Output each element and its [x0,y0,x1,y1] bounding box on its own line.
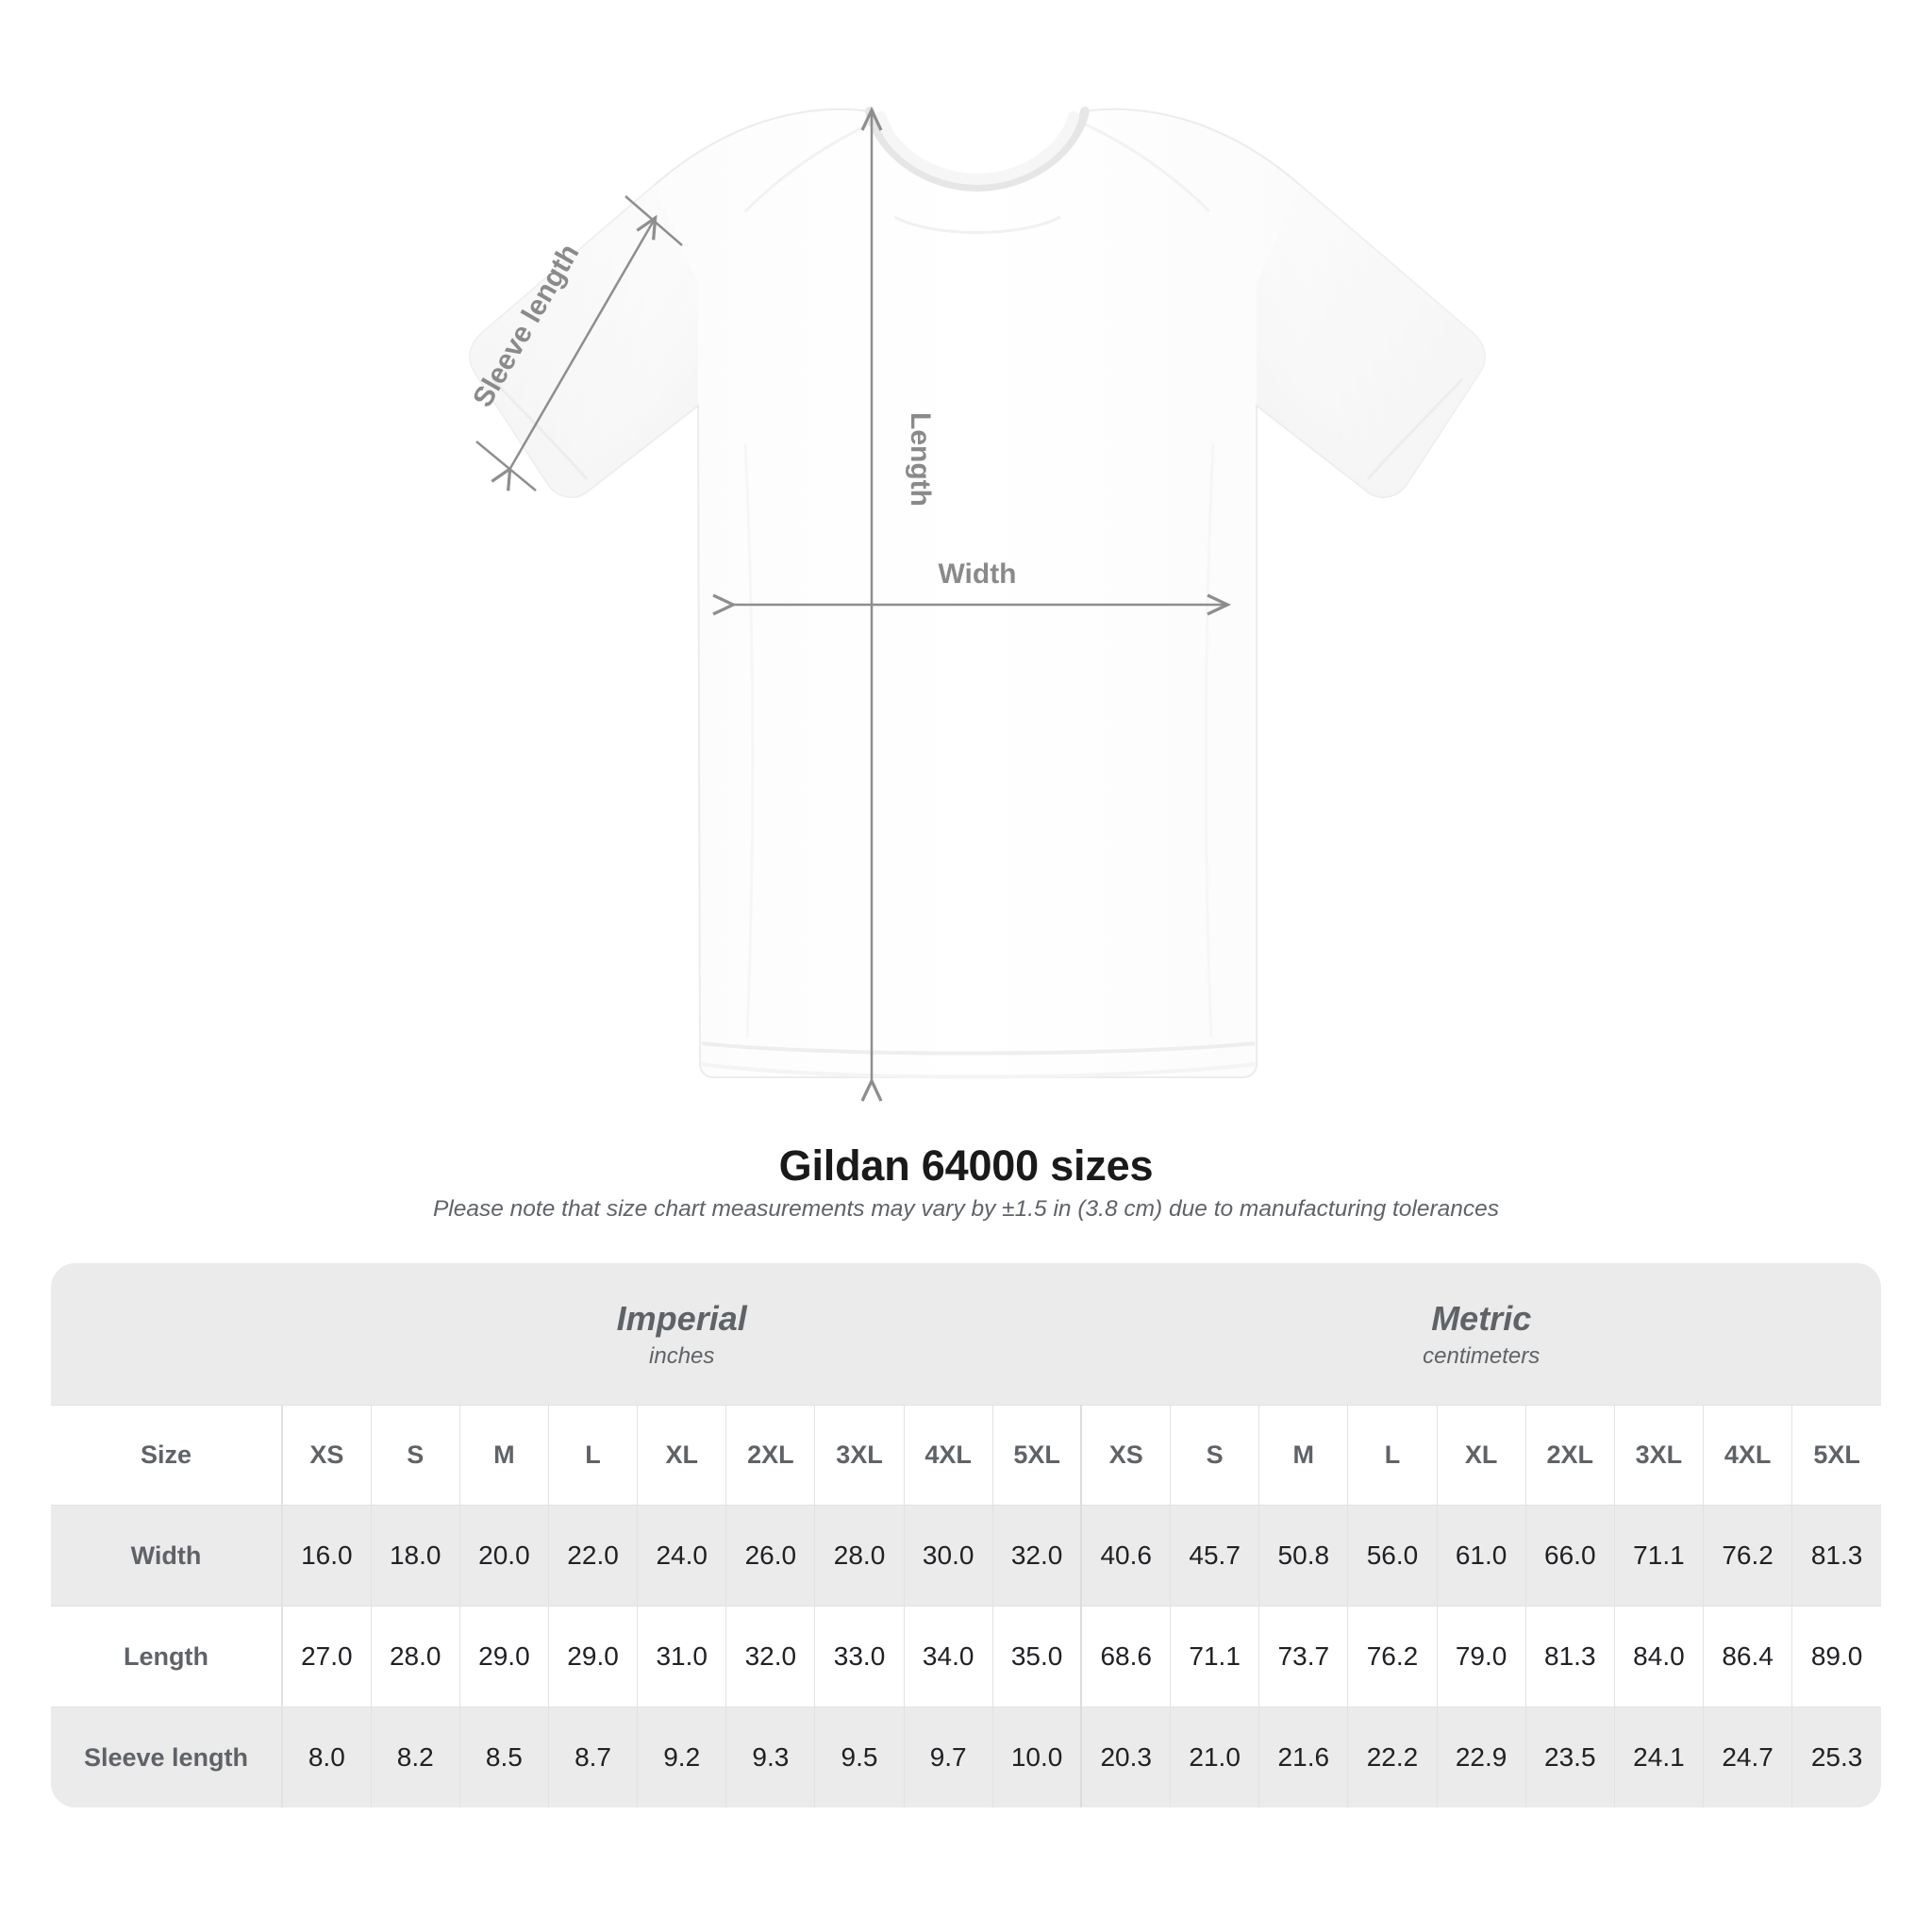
size-col-imp-s: S [370,1405,460,1506]
cell-sleeve-imp-4xl: 9.7 [903,1707,993,1807]
sleeve-length-measure [475,195,683,491]
cell-sleeve-met-xl: 22.9 [1436,1707,1526,1807]
cell-width-met-m: 50.8 [1258,1505,1348,1607]
cell-width-met-xs: 40.6 [1080,1505,1171,1607]
cell-width-imp-5xl: 32.0 [991,1505,1082,1607]
cell-length-imp-l: 29.0 [547,1606,638,1707]
page-title: Gildan 64000 sizes [778,1141,1154,1190]
unit-group-metric: Metric centimeters [1081,1263,1881,1406]
size-col-met-s: S [1170,1405,1259,1506]
cell-sleeve-imp-m: 8.5 [458,1707,549,1807]
size-col-met-xl: XL [1436,1405,1526,1506]
size-col-imp-xs: XS [281,1405,372,1506]
size-chart-container: Imperial inches Metric centimeters Size … [51,1263,1881,1807]
tshirt-illustration: Length Width Sleeve length [467,106,1486,1102]
size-col-imp-4xl: 4XL [903,1405,993,1506]
cell-sleeve-imp-s: 8.2 [370,1707,460,1807]
size-col-met-l: L [1347,1405,1438,1506]
cell-width-imp-m: 20.0 [458,1505,549,1607]
cell-width-imp-xs: 16.0 [281,1505,372,1607]
cell-width-met-3xl: 71.1 [1613,1505,1704,1607]
cell-length-imp-xl: 31.0 [637,1606,726,1707]
cell-length-imp-xs: 27.0 [281,1606,372,1707]
unit-group-metric-name: Metric [1431,1298,1532,1338]
unit-group-imperial: Imperial inches [282,1263,1082,1406]
cell-length-imp-3xl: 33.0 [814,1606,905,1707]
size-col-met-3xl: 3XL [1613,1405,1704,1506]
unit-group-imperial-sub: inches [649,1342,715,1369]
cell-sleeve-met-3xl: 24.1 [1613,1707,1704,1807]
cell-length-imp-m: 29.0 [458,1606,549,1707]
cell-width-imp-xl: 24.0 [637,1505,726,1607]
size-header-label: Size [51,1405,283,1506]
cell-sleeve-imp-3xl: 9.5 [814,1707,905,1807]
cell-width-imp-l: 22.0 [547,1505,638,1607]
unit-spacer-cell [51,1263,282,1406]
cell-width-met-5xl: 81.3 [1791,1505,1881,1607]
tshirt-diagram: Length Width Sleeve length [467,106,1486,1102]
cell-sleeve-met-xs: 20.3 [1080,1707,1171,1807]
cell-sleeve-met-s: 21.0 [1170,1707,1259,1807]
size-col-imp-2xl: 2XL [725,1405,815,1506]
size-col-met-xs: XS [1080,1405,1171,1506]
cell-length-imp-2xl: 32.0 [725,1606,815,1707]
chart-header: Gildan 64000 sizes Please note that size… [0,1141,1932,1223]
cell-width-met-s: 45.7 [1170,1505,1259,1607]
table-row: Sleeve length 8.0 8.2 8.5 8.7 9.2 9.3 9.… [51,1707,1881,1807]
cell-sleeve-met-l: 22.2 [1347,1707,1438,1807]
size-col-imp-xl: XL [637,1405,726,1506]
tshirt-shape [469,107,1486,1079]
tolerance-note: Please note that size chart measurements… [432,1196,1500,1222]
cell-length-imp-s: 28.0 [370,1606,460,1707]
cell-length-met-2xl: 81.3 [1524,1606,1615,1707]
size-col-imp-5xl: 5XL [991,1405,1082,1506]
cell-width-imp-4xl: 30.0 [903,1505,993,1607]
cell-sleeve-imp-xl: 9.2 [637,1707,726,1807]
unit-group-imperial-name: Imperial [616,1298,747,1338]
size-header-row: Size XS S M L XL 2XL 3XL 4XL 5XL XS S M … [51,1405,1881,1506]
cell-width-met-2xl: 66.0 [1524,1505,1615,1607]
size-col-met-2xl: 2XL [1524,1405,1615,1506]
cell-width-met-4xl: 76.2 [1702,1505,1792,1607]
row-label-width: Width [51,1505,283,1607]
cell-width-imp-s: 18.0 [370,1505,460,1607]
cell-sleeve-imp-l: 8.7 [547,1707,638,1807]
size-col-imp-3xl: 3XL [814,1405,905,1506]
table-row: Length 27.0 28.0 29.0 29.0 31.0 32.0 33.… [51,1606,1881,1707]
size-col-met-4xl: 4XL [1702,1405,1792,1506]
cell-length-met-xl: 79.0 [1436,1606,1526,1707]
cell-sleeve-met-2xl: 23.5 [1524,1707,1615,1807]
table-row: Width 16.0 18.0 20.0 22.0 24.0 26.0 28.0… [51,1505,1881,1607]
size-chart-table: Imperial inches Metric centimeters Size … [51,1263,1881,1807]
cell-width-met-l: 56.0 [1347,1505,1438,1607]
row-label-sleeve-length: Sleeve length [51,1707,283,1807]
size-col-imp-l: L [547,1405,638,1506]
size-col-met-m: M [1258,1405,1348,1506]
unit-group-metric-sub: centimeters [1423,1342,1541,1369]
cell-length-met-5xl: 89.0 [1791,1606,1881,1707]
width-label: Width [938,558,1016,590]
unit-group-row: Imperial inches Metric centimeters [51,1263,1881,1406]
cell-length-met-3xl: 84.0 [1613,1606,1704,1707]
cell-length-imp-5xl: 35.0 [991,1606,1082,1707]
cell-width-imp-3xl: 28.0 [814,1505,905,1607]
size-col-met-5xl: 5XL [1791,1405,1881,1506]
cell-length-imp-4xl: 34.0 [903,1606,993,1707]
cell-sleeve-imp-5xl: 10.0 [991,1707,1082,1807]
size-col-imp-m: M [458,1405,549,1506]
cell-sleeve-met-4xl: 24.7 [1702,1707,1792,1807]
cell-length-met-s: 71.1 [1170,1606,1259,1707]
cell-sleeve-met-m: 21.6 [1258,1707,1348,1807]
cell-length-met-m: 73.7 [1258,1606,1348,1707]
cell-length-met-4xl: 86.4 [1702,1606,1792,1707]
length-label: Length [905,412,936,507]
cell-sleeve-met-5xl: 25.3 [1791,1707,1881,1807]
cell-width-imp-2xl: 26.0 [725,1505,815,1607]
cell-length-met-xs: 68.6 [1080,1606,1171,1707]
cell-width-met-xl: 61.0 [1436,1505,1526,1607]
cell-sleeve-imp-xs: 8.0 [281,1707,372,1807]
cell-sleeve-imp-2xl: 9.3 [725,1707,815,1807]
row-label-length: Length [51,1606,283,1707]
cell-length-met-l: 76.2 [1347,1606,1438,1707]
